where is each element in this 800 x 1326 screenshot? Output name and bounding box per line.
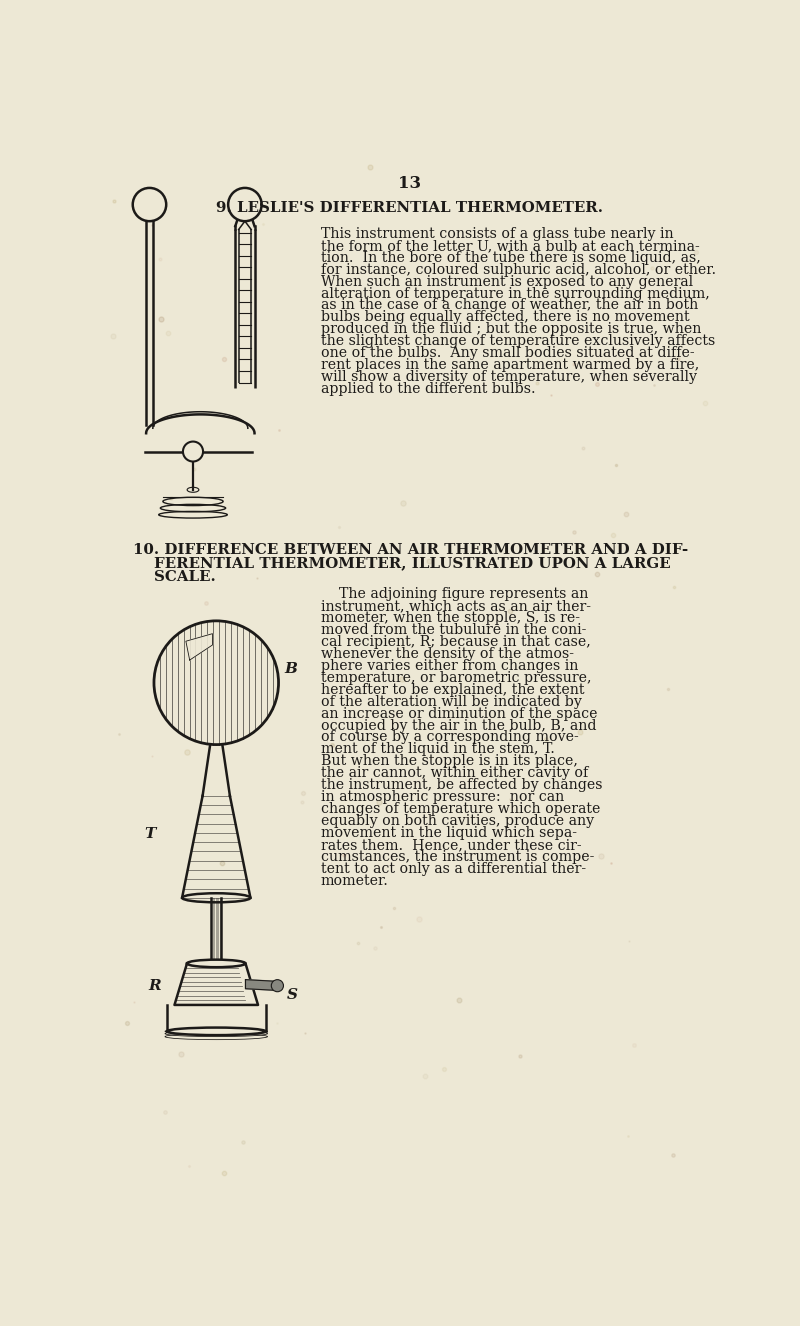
Text: The adjoining figure represents an: The adjoining figure represents an	[321, 587, 588, 601]
Text: 10. DIFFERENCE BETWEEN AN AIR THERMOMETER AND A DIF-: 10. DIFFERENCE BETWEEN AN AIR THERMOMETE…	[133, 542, 688, 557]
Text: temperature, or barometric pressure,: temperature, or barometric pressure,	[321, 671, 591, 684]
Text: This instrument consists of a glass tube nearly in: This instrument consists of a glass tube…	[321, 227, 674, 241]
Text: the form of the letter U, with a bulb at each termina-: the form of the letter U, with a bulb at…	[321, 239, 700, 253]
Text: mometer.: mometer.	[321, 874, 389, 887]
Circle shape	[154, 621, 278, 745]
Text: of course by a corresponding move-: of course by a corresponding move-	[321, 731, 578, 744]
Text: hereafter to be explained, the extent: hereafter to be explained, the extent	[321, 683, 584, 696]
Text: When such an instrument is exposed to any general: When such an instrument is exposed to an…	[321, 274, 693, 289]
Text: 13: 13	[398, 175, 422, 192]
Text: bulbs being equally affected, there is no movement: bulbs being equally affected, there is n…	[321, 310, 690, 325]
Text: for instance, coloured sulphuric acid, alcohol, or ether.: for instance, coloured sulphuric acid, a…	[321, 263, 716, 277]
Text: tent to act only as a differential ther-: tent to act only as a differential ther-	[321, 862, 586, 875]
Text: moved from the tubulure in the coni-: moved from the tubulure in the coni-	[321, 623, 586, 636]
Text: T: T	[144, 826, 155, 841]
Text: applied to the different bulbs.: applied to the different bulbs.	[321, 382, 535, 396]
Text: the air cannot, within either cavity of: the air cannot, within either cavity of	[321, 766, 588, 780]
Text: 9. LESLIE'S DIFFERENTIAL THERMOMETER.: 9. LESLIE'S DIFFERENTIAL THERMOMETER.	[217, 200, 603, 215]
Ellipse shape	[187, 960, 246, 967]
Text: changes of temperature which operate: changes of temperature which operate	[321, 802, 600, 815]
Text: FERENTIAL THERMOMETER, ILLUSTRATED UPON A LARGE: FERENTIAL THERMOMETER, ILLUSTRATED UPON …	[133, 557, 670, 570]
Text: instrument, which acts as an air ther-: instrument, which acts as an air ther-	[321, 599, 591, 613]
Text: one of the bulbs.  Any small bodies situated at diffe-: one of the bulbs. Any small bodies situa…	[321, 346, 694, 361]
Text: S: S	[286, 988, 298, 1001]
Text: the slightest change of temperature exclusively affects: the slightest change of temperature excl…	[321, 334, 715, 349]
Text: equably on both cavities, produce any: equably on both cavities, produce any	[321, 814, 594, 827]
Text: cumstances, the instrument is compe-: cumstances, the instrument is compe-	[321, 850, 594, 863]
Text: B: B	[285, 662, 298, 676]
Text: the instrument, be affected by changes: the instrument, be affected by changes	[321, 778, 602, 792]
Text: R: R	[148, 979, 161, 993]
Text: occupied by the air in the bulb, B, and: occupied by the air in the bulb, B, and	[321, 719, 596, 732]
Text: alteration of temperature in the surrounding medium,: alteration of temperature in the surroun…	[321, 286, 710, 301]
Text: will show a diversity of temperature, when severally: will show a diversity of temperature, wh…	[321, 370, 697, 385]
Text: But when the stopple is in its place,: But when the stopple is in its place,	[321, 754, 578, 768]
Text: SCALE.: SCALE.	[133, 570, 215, 585]
Text: an increase or diminution of the space: an increase or diminution of the space	[321, 707, 598, 720]
Text: as in the case of a change of weather, the air in both: as in the case of a change of weather, t…	[321, 298, 698, 313]
Circle shape	[271, 980, 283, 992]
Ellipse shape	[182, 894, 250, 902]
Circle shape	[183, 442, 203, 461]
Text: whenever the density of the atmos-: whenever the density of the atmos-	[321, 647, 574, 660]
Polygon shape	[174, 964, 258, 1005]
Ellipse shape	[167, 1028, 266, 1036]
Polygon shape	[186, 634, 213, 660]
Text: tion.  In the bore of the tube there is some liquid, as,: tion. In the bore of the tube there is s…	[321, 251, 701, 265]
Text: movement in the liquid which sepa-: movement in the liquid which sepa-	[321, 826, 577, 839]
Polygon shape	[246, 980, 274, 991]
Text: phere varies either from changes in: phere varies either from changes in	[321, 659, 578, 672]
Text: rent places in the same apartment warmed by a fire,: rent places in the same apartment warmed…	[321, 358, 699, 373]
Text: mometer, when the stopple, S, is re-: mometer, when the stopple, S, is re-	[321, 611, 580, 625]
Text: of the alteration will be indicated by: of the alteration will be indicated by	[321, 695, 582, 708]
Text: cal recipient, R; because in that case,: cal recipient, R; because in that case,	[321, 635, 590, 648]
Text: produced in the fluid ; but the opposite is true, when: produced in the fluid ; but the opposite…	[321, 322, 702, 337]
Text: in atmospheric pressure:  nor can: in atmospheric pressure: nor can	[321, 790, 564, 804]
Text: rates them.  Hence, under these cir-: rates them. Hence, under these cir-	[321, 838, 582, 851]
Text: ment of the liquid in the stem, T.: ment of the liquid in the stem, T.	[321, 743, 554, 756]
Ellipse shape	[187, 487, 199, 492]
